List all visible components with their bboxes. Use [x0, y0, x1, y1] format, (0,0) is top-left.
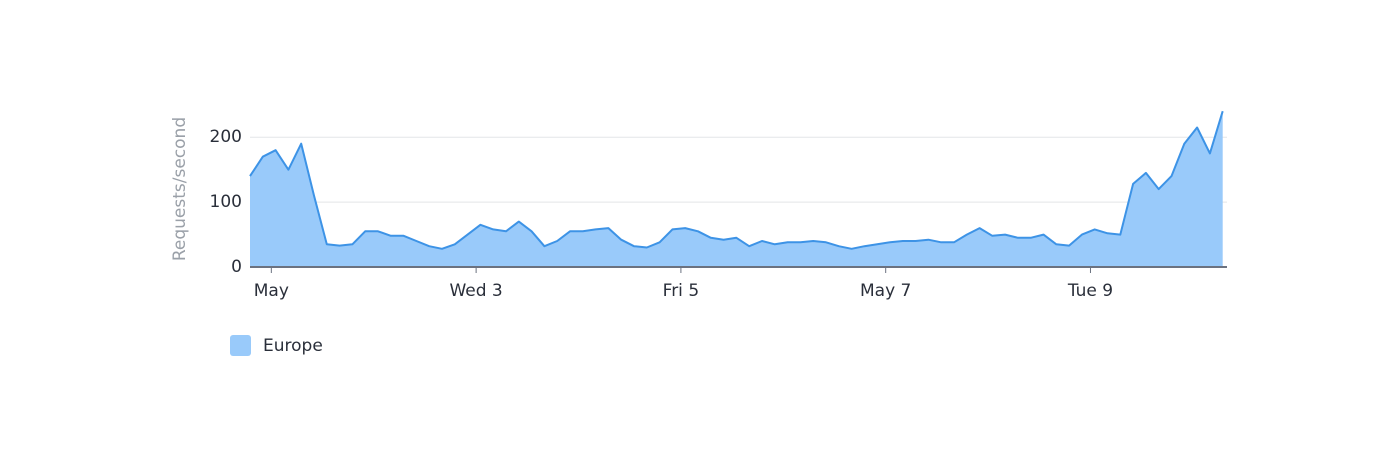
- x-tick-label: Tue 9: [1067, 281, 1113, 301]
- area: [250, 111, 1223, 267]
- x-tick-label: May 7: [860, 281, 911, 301]
- y-tick-label: 200: [210, 127, 242, 147]
- area-line: [249, 110, 1224, 250]
- y-tick-label: 100: [210, 192, 242, 212]
- y-axis-title: Requests/second: [170, 117, 190, 261]
- x-tick-label: Fri 5: [663, 281, 699, 301]
- y-tick-label: 0: [231, 257, 242, 277]
- legend-label: Europe: [263, 336, 323, 356]
- legend-swatch: [230, 335, 251, 356]
- x-tick-label: May: [254, 281, 289, 301]
- x-tick-label: Wed 3: [449, 281, 502, 301]
